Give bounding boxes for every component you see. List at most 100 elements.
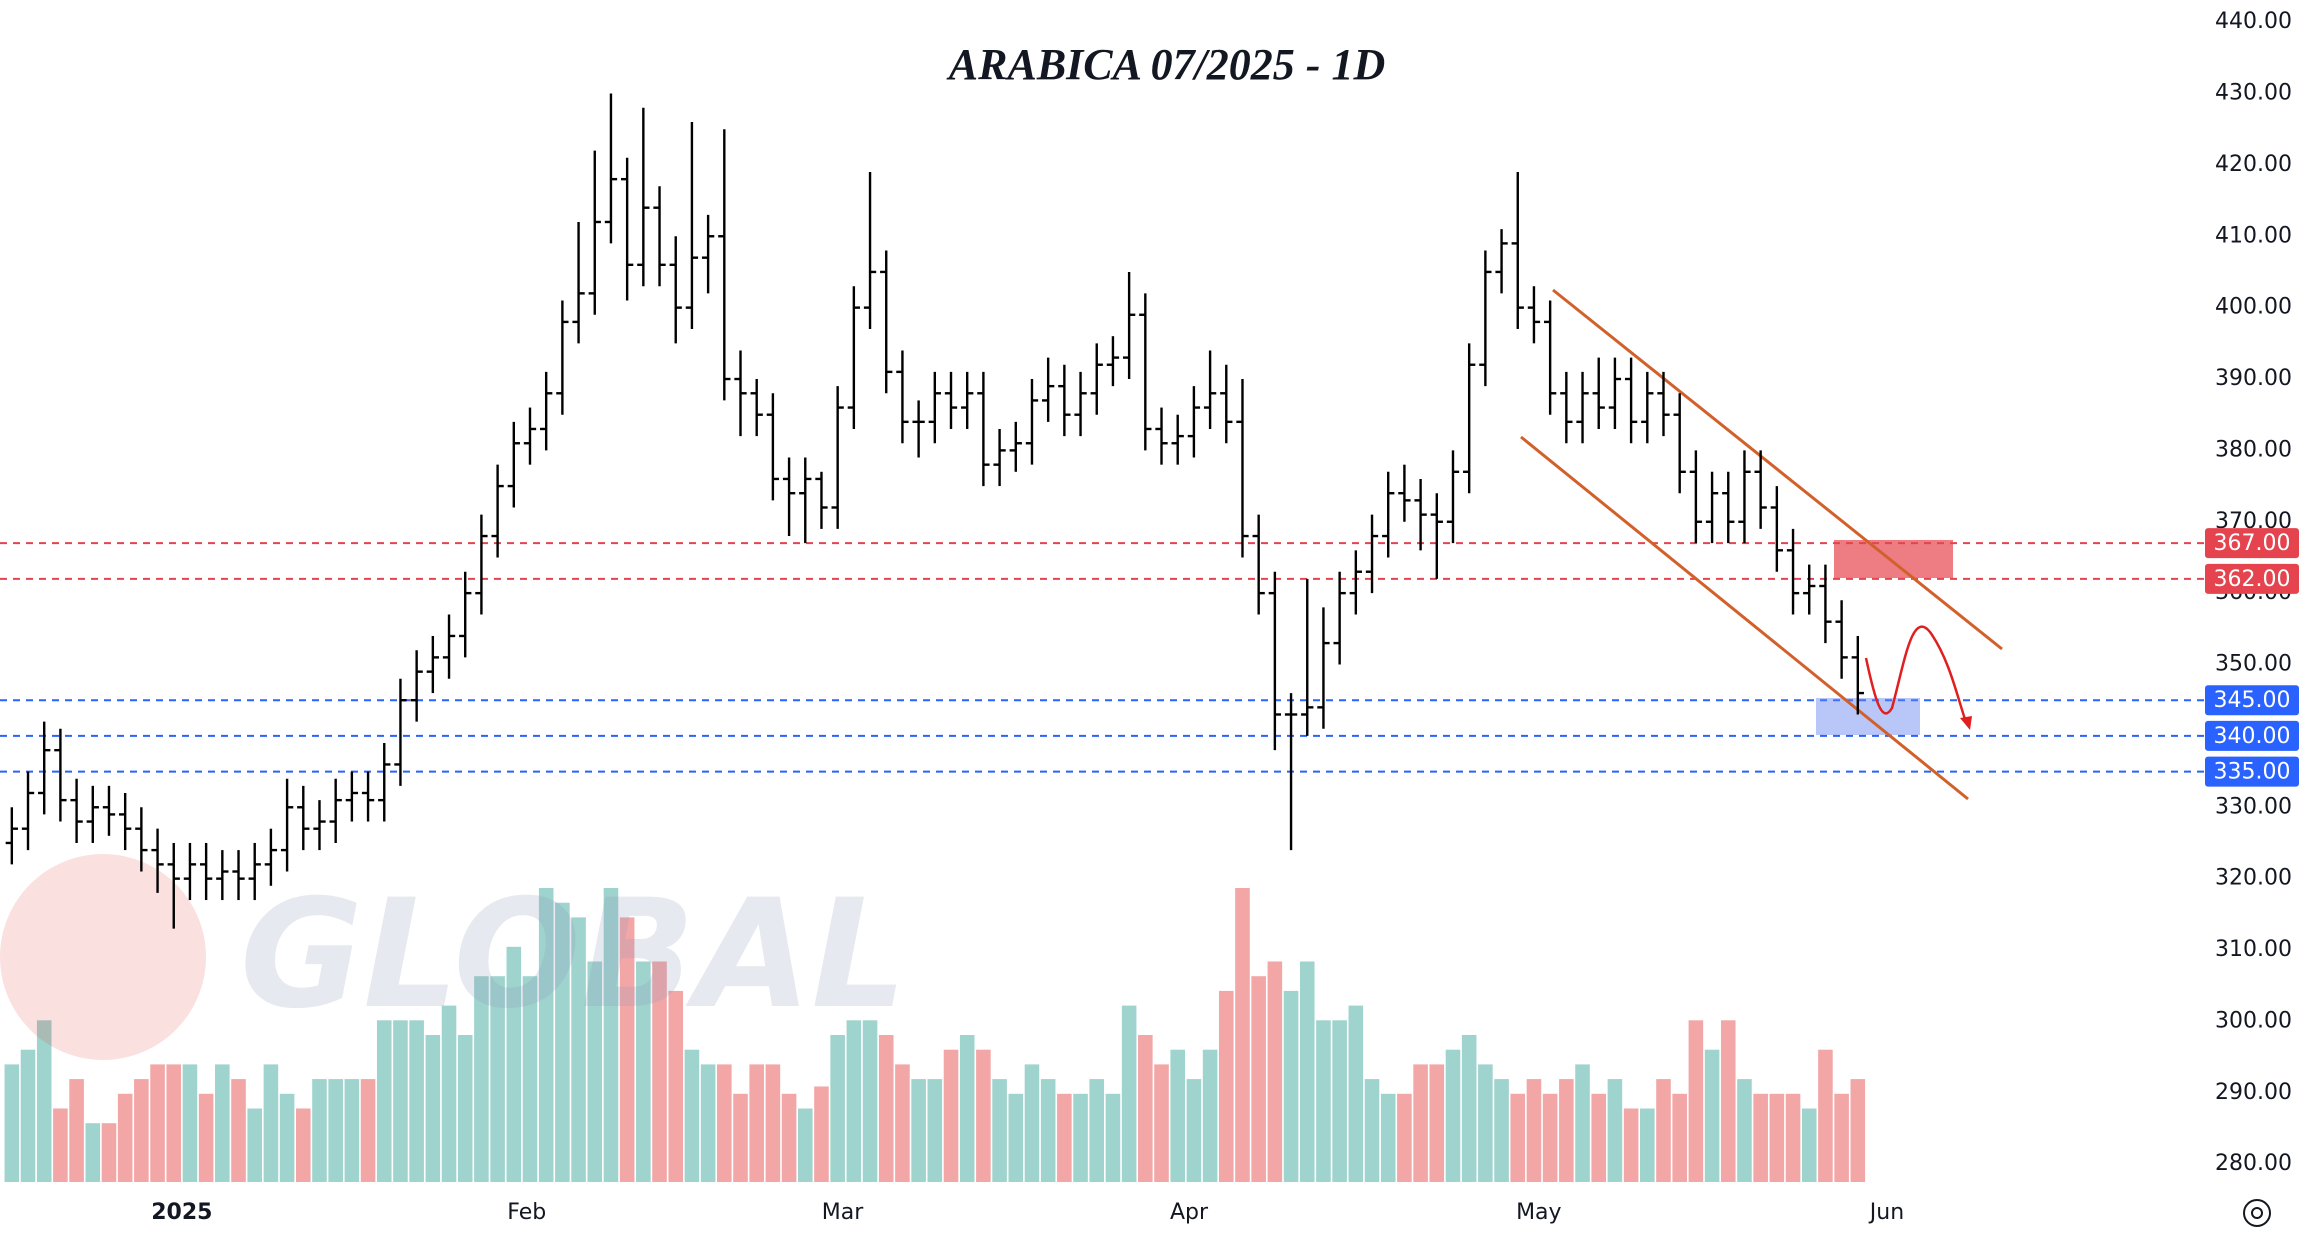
volume-bar — [1364, 1079, 1380, 1182]
y-tick-label: 290.00 — [2215, 1080, 2292, 1105]
volume-bar — [328, 1079, 343, 1182]
volume-bar — [85, 1123, 101, 1182]
volume-bar — [1818, 1049, 1833, 1182]
volume-bar — [943, 1049, 959, 1182]
volume-bar — [1769, 1093, 1785, 1182]
y-tick-label: 350.00 — [2215, 652, 2292, 677]
volume-bar — [522, 976, 538, 1182]
y-tick-label: 280.00 — [2215, 1151, 2292, 1176]
volume-bar — [1218, 990, 1234, 1182]
x-tick-label: Feb — [507, 1200, 546, 1225]
volume-bar — [878, 1035, 894, 1182]
volume-bar — [1089, 1079, 1105, 1182]
settings-icon-core — [2251, 1207, 2263, 1219]
volume-bar — [846, 1020, 862, 1182]
volume-bar — [69, 1079, 84, 1182]
y-tick-label: 380.00 — [2215, 437, 2292, 462]
x-tick-label: Mar — [822, 1200, 864, 1225]
volume-bar — [830, 1035, 845, 1182]
volume-bar — [441, 1005, 457, 1182]
volume-bar — [506, 946, 522, 1182]
volume-bar — [765, 1064, 781, 1182]
volume-bar — [134, 1079, 149, 1182]
watermark: GLOBAL — [240, 868, 907, 1042]
level-label-box — [2205, 528, 2299, 559]
volume-bar — [538, 888, 554, 1182]
volume-bar — [1186, 1079, 1202, 1182]
volume-bar — [198, 1093, 214, 1182]
volume-bar — [53, 1108, 68, 1182]
level-label: 340.00 — [2214, 724, 2291, 749]
y-tick-label: 400.00 — [2215, 295, 2292, 320]
volume-bar — [36, 1020, 52, 1182]
volume-bar — [1494, 1079, 1509, 1182]
volume-bar — [797, 1108, 813, 1182]
volume-layer — [4, 888, 1866, 1182]
volume-bar — [1073, 1093, 1088, 1182]
volume-bar — [587, 961, 603, 1182]
y-tick-label: 430.00 — [2215, 81, 2292, 106]
y-tick-label: 390.00 — [2215, 366, 2292, 391]
volume-bar — [247, 1108, 263, 1182]
volume-bar — [409, 1020, 424, 1182]
volume-bar — [1024, 1064, 1040, 1182]
volume-bar — [20, 1049, 36, 1182]
volume-bar — [1688, 1020, 1704, 1182]
axes-layer: 280.00 290.00 300.00 310.00 320.00 330.00 340.… — [151, 9, 2299, 1225]
volume-bar — [636, 961, 651, 1182]
volume-bar — [1397, 1093, 1412, 1182]
volume-bar — [182, 1064, 198, 1182]
volume-bar — [1348, 1005, 1364, 1182]
y-tick-label: 310.00 — [2215, 937, 2292, 962]
y-tick-label: 420.00 — [2215, 152, 2292, 177]
volume-bar — [959, 1035, 975, 1182]
volume-bar — [150, 1064, 165, 1182]
price-bars — [5, 93, 1864, 929]
volume-bar — [1267, 961, 1283, 1182]
volume-bar — [376, 1020, 392, 1182]
level-label-box — [2205, 563, 2299, 594]
volume-bar — [1640, 1108, 1655, 1182]
level-label: 345.00 — [2214, 688, 2291, 713]
level-label: 367.00 — [2214, 531, 2291, 556]
volume-bar — [312, 1079, 327, 1182]
settings-icon[interactable] — [2243, 1199, 2271, 1227]
volume-bar — [1154, 1064, 1169, 1182]
volume-bar — [215, 1064, 230, 1182]
volume-bar — [1672, 1093, 1687, 1182]
volume-bar — [1575, 1064, 1590, 1182]
volume-bar — [1623, 1108, 1639, 1182]
x-tick-label: May — [1516, 1200, 1561, 1225]
volume-bar — [457, 1035, 473, 1182]
volume-bar — [1559, 1079, 1574, 1182]
volume-bar — [927, 1079, 943, 1182]
volume-bar — [425, 1035, 441, 1182]
volume-bar — [1478, 1064, 1493, 1182]
volume-bar — [1445, 1049, 1461, 1182]
volume-bar — [1040, 1079, 1056, 1182]
volume-bar — [231, 1079, 246, 1182]
arrow-head — [1960, 716, 1972, 730]
y-tick-label: 440.00 — [2215, 9, 2292, 34]
volume-bar — [166, 1064, 182, 1182]
volume-bar — [1704, 1049, 1720, 1182]
volume-bar — [733, 1093, 748, 1182]
volume-bar — [684, 1049, 700, 1182]
volume-bar — [1299, 961, 1315, 1182]
volume-bar — [1202, 1049, 1218, 1182]
volume-bar — [1413, 1064, 1428, 1182]
volume-bar — [555, 902, 570, 1182]
volume-bar — [1429, 1064, 1445, 1182]
volume-bar — [263, 1064, 279, 1182]
volume-bar — [1737, 1079, 1752, 1182]
volume-bar — [101, 1123, 117, 1182]
volume-bar — [1542, 1093, 1558, 1182]
volume-bar — [1251, 976, 1266, 1182]
volume-bar — [1461, 1035, 1477, 1182]
volume-bar — [4, 1064, 20, 1182]
y-tick-label: 320.00 — [2215, 866, 2292, 891]
x-tick-label: Jun — [1868, 1200, 1904, 1225]
volume-bar — [668, 990, 684, 1182]
volume-bar — [1138, 1035, 1153, 1182]
volume-bar — [1057, 1093, 1072, 1182]
